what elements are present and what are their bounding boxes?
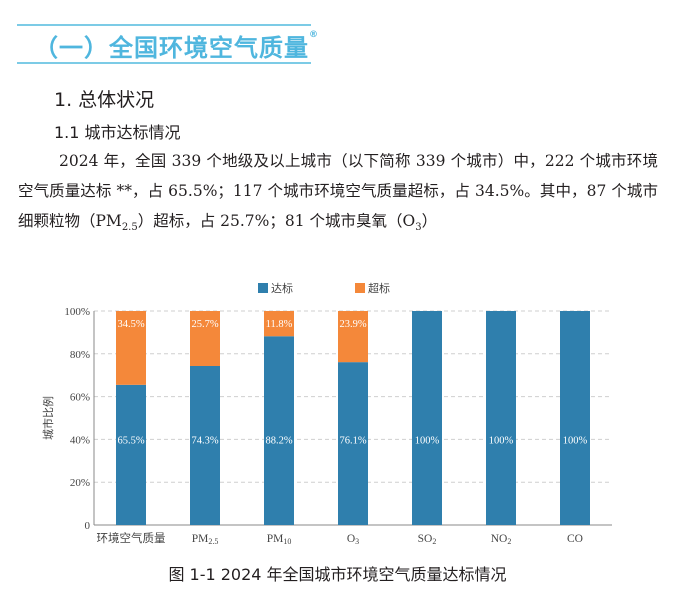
legend-swatch [355, 283, 365, 293]
data-label: 88.2% [265, 435, 292, 446]
bar-compliant [116, 384, 146, 525]
y-tick-label: 40% [70, 434, 90, 446]
bar-compliant [338, 362, 368, 525]
data-label: 74.3% [191, 435, 218, 446]
y-tick-label: 100% [64, 306, 90, 318]
data-label: 25.7% [191, 319, 218, 330]
bar-exceed [116, 311, 146, 385]
data-label: 65.5% [117, 435, 144, 446]
data-label: 100% [415, 435, 440, 446]
y-tick-label: 20% [70, 477, 90, 489]
section-title: （一）全国环境空气质量® [34, 28, 319, 63]
bar-exceed [338, 311, 368, 363]
bar-exceed [190, 311, 220, 366]
legend-swatch [258, 283, 268, 293]
x-tick-label: NO2 [491, 533, 512, 546]
x-tick-label: O3 [347, 533, 359, 546]
legend-label: 超标 [368, 281, 390, 295]
bar-exceed [264, 311, 294, 337]
y-axis-label: 城市比例 [41, 396, 55, 440]
figure-caption: 图 1-1 2024 年全国城市环境空气质量达标情况 [168, 565, 507, 584]
data-label: 23.9% [339, 319, 366, 330]
data-label: 100% [563, 435, 588, 446]
x-tick-label: 环境空气质量 [97, 531, 166, 545]
legend-label: 达标 [271, 281, 293, 295]
compliance-chart: 0 20% 40% 60% 80% 100% 城市比例 达标 超标 65.5% 34.5% 环境空气质… [41, 281, 612, 546]
data-label: 76.1% [339, 435, 366, 446]
bar-compliant [560, 311, 590, 525]
data-label: 100% [489, 435, 514, 446]
x-tick-label: PM2.5 [192, 533, 219, 546]
section-mark: ® [309, 30, 319, 40]
y-tick-label: 60% [70, 392, 90, 404]
bar-compliant [190, 365, 220, 525]
x-tick-label: SO2 [418, 533, 437, 546]
data-label: 34.5% [117, 319, 144, 330]
bar-compliant [412, 311, 442, 525]
section-title-text: （一）全国环境空气质量 [34, 34, 309, 62]
data-label: 11.8% [266, 319, 293, 330]
section-rule-top [17, 24, 311, 26]
y-tick-label: 80% [70, 349, 90, 361]
section-rule-bottom [17, 62, 311, 64]
heading-overall: 1. 总体状况 [54, 89, 155, 111]
x-tick-label: CO [567, 533, 583, 545]
bar-compliant [264, 336, 294, 525]
x-tick-label: PM10 [267, 533, 292, 546]
bar-compliant [486, 311, 516, 525]
body-paragraph: 2024 年，全国 339 个地级及以上城市（以下简称 339 个城市）中，22… [18, 152, 658, 234]
y-tick-label: 0 [85, 520, 91, 532]
heading-city-compliance: 1.1 城市达标情况 [54, 123, 181, 142]
